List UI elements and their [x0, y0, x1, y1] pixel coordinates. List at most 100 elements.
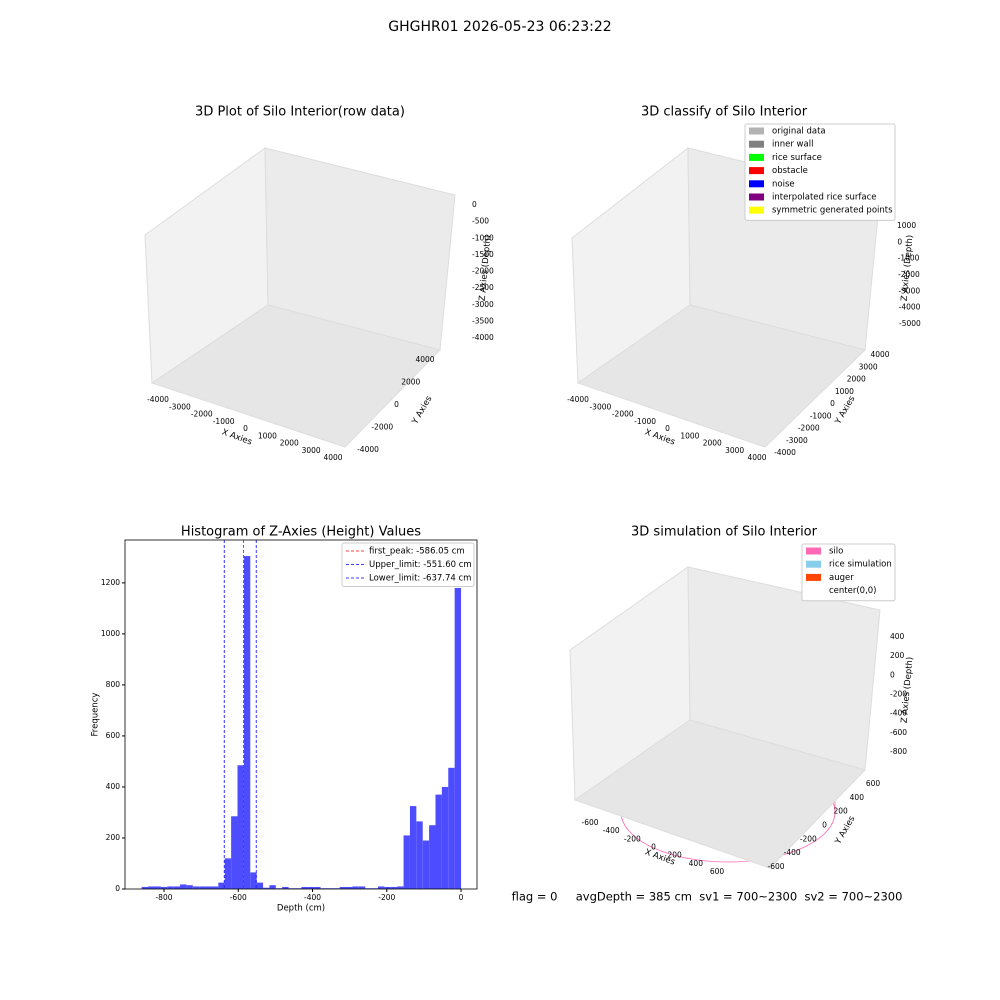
bar [454, 587, 462, 889]
y-tick-label: 200 [834, 807, 849, 816]
x-tick-label: 3000 [302, 446, 321, 455]
bar [167, 886, 174, 889]
axes-frame [124, 539, 478, 890]
bar [160, 886, 168, 889]
x-tick-label: -800 [155, 893, 172, 902]
z-tick-label: -3000 [898, 286, 920, 295]
y-tick-label: -2000 [371, 423, 393, 432]
bar [358, 886, 366, 889]
legend-box [744, 123, 896, 221]
x-tick-label: -200 [378, 893, 395, 902]
chart-title: Histogram of Z-Axies (Height) Values [181, 525, 421, 540]
x-tick-label: -200 [624, 834, 641, 843]
decoration [144, 146, 881, 869]
z-tick-label: 0 [890, 670, 895, 679]
z-tick-label: -2000 [472, 267, 494, 276]
legend-label: obstacle [772, 166, 808, 176]
legend-swatch [749, 153, 764, 161]
legend-label: silo [829, 547, 843, 557]
bar [378, 886, 385, 889]
bar [224, 858, 232, 889]
x-tick-label: 200 [668, 851, 683, 860]
x-axis-label: X Axies [220, 427, 253, 447]
legend-label: Lower_limit: -637.74 cm [369, 574, 471, 584]
y-tick-label: -600 [767, 862, 784, 871]
bar [211, 886, 219, 889]
x-tick-label: -1000 [634, 417, 656, 426]
y-tick-label: -2000 [798, 424, 820, 433]
bar [397, 886, 404, 889]
legend-label: rice surface [772, 153, 822, 163]
x-tick-label: -400 [304, 893, 321, 902]
legend-swatch [806, 560, 821, 568]
bar [422, 840, 430, 889]
x-axis-label: X Axies [643, 427, 676, 447]
legend-swatch [806, 547, 821, 555]
bar [282, 886, 289, 889]
x-tick-label: -2000 [191, 410, 213, 419]
bar [154, 886, 161, 889]
y-tick-label: 600 [106, 731, 121, 740]
y-tick-label: 3000 [859, 362, 878, 371]
y-tick-label: -4000 [357, 445, 379, 454]
bar [269, 885, 276, 889]
x-tick-label: 4000 [323, 453, 342, 462]
legend-box [801, 543, 896, 602]
y-tick-label: 1000 [835, 387, 854, 396]
bar [186, 885, 193, 889]
bar [339, 886, 347, 889]
bar [409, 806, 417, 889]
bar [384, 886, 391, 889]
z-tick-label: -500 [472, 217, 489, 226]
z-tick-label: -800 [890, 747, 907, 756]
bar [141, 886, 149, 889]
y-tick-label: 400 [850, 793, 865, 802]
legend-label: first_peak: -586.05 cm [369, 547, 465, 557]
legend-swatch [749, 180, 764, 188]
bar [416, 821, 423, 889]
x-tick-label: 0 [243, 424, 248, 433]
z-tick-label: -2000 [898, 270, 920, 279]
x-tick-label: -4000 [147, 395, 169, 404]
bar [435, 794, 442, 889]
legend-swatch [749, 167, 764, 175]
y-tick-label: 2000 [401, 378, 420, 387]
bar [180, 884, 187, 889]
bar [448, 767, 455, 889]
legend-swatch [806, 573, 821, 581]
y-tick-label: 0 [830, 399, 835, 408]
x-axis-label: Depth (cm) [277, 904, 325, 914]
bar [237, 765, 244, 889]
z-tick-label: 400 [890, 632, 905, 641]
z-tick-label: -600 [890, 728, 907, 737]
bar [173, 886, 181, 889]
pane [150, 304, 441, 448]
y-tick-label: -200 [800, 834, 817, 843]
x-tick-label: -1000 [213, 417, 235, 426]
z-tick-label: -3000 [472, 300, 494, 309]
z-tick-label: -200 [890, 690, 907, 699]
y-axis-label: Y Axies [410, 394, 435, 427]
y-tick-label: -400 [784, 848, 801, 857]
panel-title: 3D Plot of Silo Interior(row data) [195, 105, 405, 120]
y-tick-label: 1000 [101, 629, 120, 638]
legend-label: center(0,0) [829, 586, 877, 596]
legend-label: symmetric generated points [772, 206, 893, 216]
x-tick-label: -600 [230, 893, 247, 902]
pane [576, 304, 866, 448]
x-tick-label: -3000 [169, 402, 191, 411]
x-tick-label: 0 [651, 843, 656, 852]
bar [205, 886, 212, 889]
y-tick-label: 600 [866, 779, 881, 788]
bar [301, 886, 308, 889]
z-tick-label: -1000 [472, 233, 494, 242]
y-axis-label: Frequency [91, 693, 101, 737]
y-tick-label: 0 [394, 400, 399, 409]
panel-title: 3D classify of Silo Interior [641, 105, 808, 120]
z-tick-label: 200 [890, 651, 905, 660]
z-tick-label: -1500 [472, 250, 494, 259]
bar [352, 886, 359, 889]
bar [403, 835, 410, 889]
z-tick-label: -2500 [472, 283, 494, 292]
